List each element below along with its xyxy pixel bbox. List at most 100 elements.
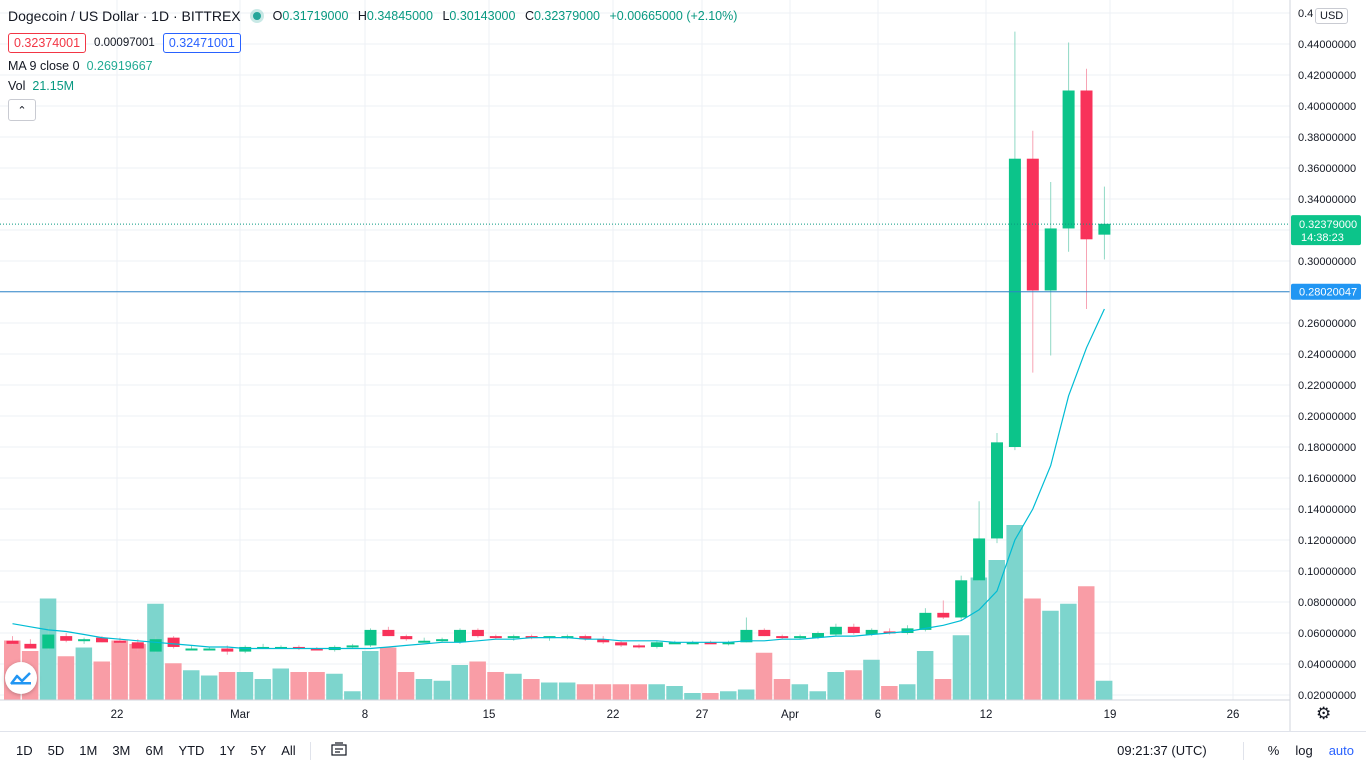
time-tick-label: 8: [362, 709, 368, 721]
volume-bar: [362, 651, 379, 700]
candle-body: [113, 640, 126, 643]
timeframe-5y[interactable]: 5Y: [250, 743, 267, 758]
candlestick-chart[interactable]: 0.02000000 0.04000000 0.06000000 0.08000000…: [0, 0, 1366, 731]
candle-body: [167, 637, 180, 647]
volume-bar: [755, 652, 773, 700]
candle-body: [185, 648, 198, 651]
volume-bar: [57, 656, 75, 700]
currency-button[interactable]: USD: [1315, 8, 1349, 24]
candle-body: [400, 636, 413, 640]
price-tick-label: 0.24000000: [1298, 349, 1356, 361]
candle-body: [794, 636, 807, 639]
low-value: 0.30143000: [449, 9, 516, 23]
volume-bar: [433, 680, 451, 700]
timeframe-1y[interactable]: 1Y: [219, 743, 236, 758]
line-price-badge: [1291, 283, 1361, 300]
price-tick-label: 0.16000000: [1298, 473, 1356, 485]
volume-bar: [308, 672, 325, 700]
spread-value: 0.00097001: [94, 37, 155, 49]
candle-body: [847, 626, 860, 633]
time-tick-label: 22: [607, 709, 620, 721]
ohlc-values: O0.31719000 H0.34845000 L0.30143000 C0.3…: [273, 9, 738, 23]
timeframe-1d[interactable]: 1D: [16, 743, 33, 758]
market-status-icon: [252, 12, 261, 20]
buy-price-button[interactable]: 0.32471001: [162, 33, 241, 53]
volume-indicator-label: Vol: [8, 79, 26, 93]
timeframe-ytd[interactable]: YTD: [178, 743, 205, 758]
symbol-title[interactable]: Dogecoin / US Dollar · 1D · BITTREX: [8, 8, 241, 24]
low-key: L: [442, 9, 450, 23]
price-tick-label: 0.26000000: [1298, 318, 1356, 330]
volume-bar: [558, 682, 576, 700]
bid-ask-row: 0.32374001 0.00097001 0.32471001: [8, 33, 737, 53]
volume-bar: [290, 672, 307, 700]
log-toggle[interactable]: log: [1295, 743, 1313, 758]
candle-body: [812, 633, 824, 638]
candle-body: [865, 629, 878, 635]
toolbar-divider: [309, 741, 311, 760]
volume-bar: [326, 673, 343, 700]
candle-body: [973, 538, 986, 581]
legend-header-row: Dogecoin / US Dollar · 1D · BITTREX O0.3…: [8, 8, 737, 24]
timeframe-3m[interactable]: 3M: [112, 743, 131, 758]
volume-bar: [648, 684, 665, 700]
gear-icon[interactable]: ⚙: [1316, 704, 1332, 723]
time-tick-label: 12: [980, 709, 993, 721]
ma-line: [12, 308, 1105, 650]
volume-bar: [1042, 610, 1059, 700]
ma-indicator-row[interactable]: MA 9 close 0 0.26919667: [8, 59, 737, 73]
price-tick-label: 0.10000000: [1298, 566, 1356, 578]
volume-bars: [4, 525, 1113, 700]
candle-body: [1062, 90, 1075, 229]
tradingview-logo[interactable]: [5, 662, 37, 694]
volume-bar: [809, 691, 826, 700]
volume-bar: [827, 672, 844, 700]
price-scale-background: [1290, 0, 1366, 731]
candle-body: [722, 642, 735, 645]
volume-bar: [952, 635, 970, 700]
percent-toggle[interactable]: %: [1267, 743, 1280, 758]
price-tick-label: 0.30000000: [1298, 256, 1356, 268]
volume-bar: [469, 661, 486, 700]
sell-price-button[interactable]: 0.32374001: [8, 33, 87, 53]
volume-bar: [612, 684, 630, 700]
timeframe-all[interactable]: All: [281, 743, 296, 758]
close-key: C: [524, 9, 534, 23]
volume-bar: [1095, 680, 1113, 700]
candle-body: [131, 642, 144, 649]
timeframe-1m[interactable]: 1M: [79, 743, 98, 758]
price-tick-label: 0.06000000: [1298, 628, 1356, 640]
candle-body: [1044, 228, 1057, 291]
candle-body: [454, 629, 466, 643]
close-value: 0.32379000: [533, 9, 601, 23]
candle-body: [364, 629, 377, 646]
auto-toggle[interactable]: auto: [1328, 743, 1354, 758]
candle-body: [991, 442, 1003, 539]
price-tick-label: 0.04000000: [1298, 659, 1356, 671]
volume-indicator-value: 21.15M: [32, 79, 75, 93]
volume-bar: [523, 679, 540, 700]
candle-body: [758, 629, 771, 637]
candle-body: [955, 580, 968, 618]
utc-clock[interactable]: 09:21:37 (UTC): [1117, 743, 1207, 758]
price-tick-label: 0.20000000: [1298, 411, 1356, 423]
volume-bar: [541, 682, 558, 700]
timeframe-5d[interactable]: 5D: [47, 743, 65, 758]
candle-body: [633, 645, 645, 648]
volume-bar: [218, 672, 236, 700]
time-tick-label: 22: [111, 709, 124, 721]
volume-bar: [487, 672, 504, 700]
volume-bar: [845, 670, 862, 700]
timeframe-6m[interactable]: 6M: [145, 743, 164, 758]
price-tick-label: 0.14000000: [1298, 504, 1356, 516]
candle-body: [919, 612, 932, 630]
volume-indicator-row[interactable]: Vol 21.15M: [8, 79, 737, 93]
candle-body: [829, 626, 842, 635]
last-price-badge: [1291, 215, 1361, 246]
candle-body: [668, 642, 681, 645]
compare-icon[interactable]: [331, 741, 347, 760]
logo-icon: [10, 672, 31, 685]
time-tick-label: 15: [483, 709, 496, 721]
collapse-legend-button[interactable]: ⌃: [8, 99, 36, 121]
price-tick-label: 0.4: [1298, 8, 1313, 20]
